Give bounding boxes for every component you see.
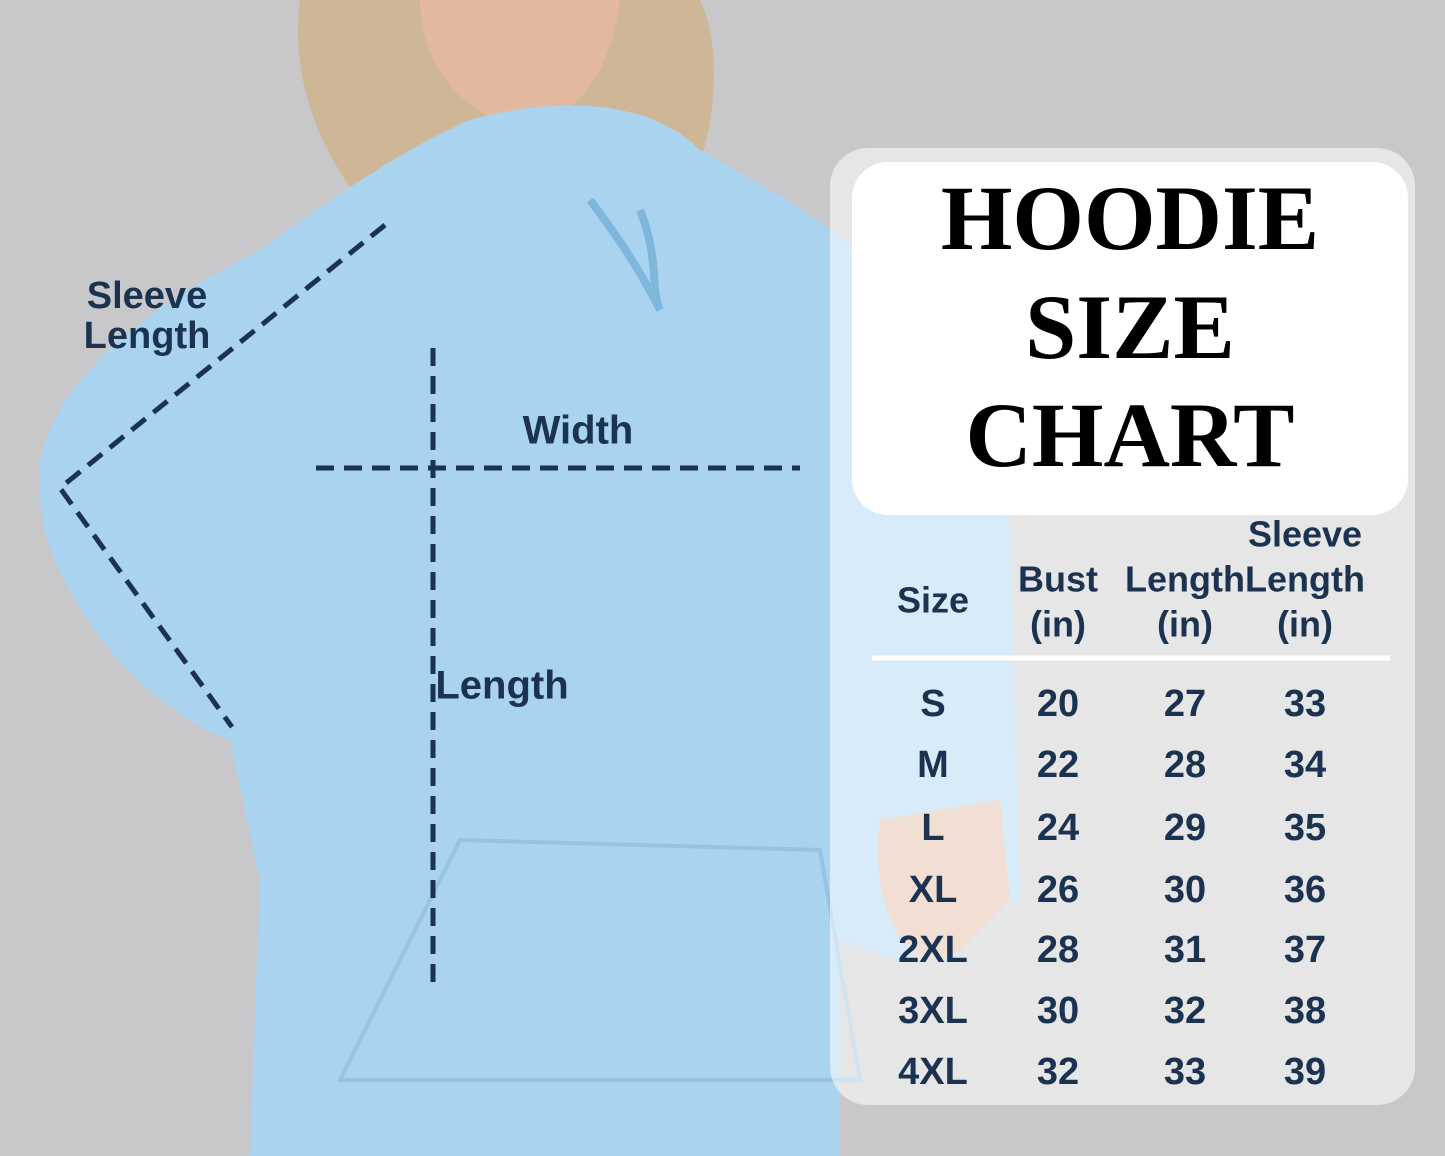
table-header: (in) [1157,604,1213,645]
table-header: Sleeve [1248,514,1362,555]
table-cell: 4XL [898,1051,968,1093]
table-cell: 28 [1164,744,1206,786]
table-cell: 2XL [898,929,968,971]
table-cell: 30 [1164,869,1206,911]
table-cell: 32 [1037,1051,1079,1093]
table-cell: 33 [1284,683,1326,725]
table-cell: 28 [1037,929,1079,971]
title-box [852,162,1408,515]
table-cell: 27 [1164,683,1206,725]
title-line: CHART [965,384,1294,486]
width-label: Width [523,409,634,453]
table-header: Length [1245,559,1365,600]
table-cell: 22 [1037,744,1079,786]
table-header: (in) [1277,604,1333,645]
table-header: (in) [1030,604,1086,645]
table-cell: L [921,807,944,849]
table-cell: M [917,744,949,786]
table-cell: 26 [1037,869,1079,911]
title-line: SIZE [1025,276,1235,378]
table-cell: 33 [1164,1051,1206,1093]
length-label: Length [435,664,568,708]
table-cell: XL [909,869,958,911]
table-cell: 29 [1164,807,1206,849]
table-cell: 37 [1284,929,1326,971]
table-cell: 3XL [898,990,968,1032]
sleeve-label: Length [84,315,211,357]
table-header: Bust [1018,559,1098,600]
face [420,0,620,125]
drawstring [586,197,664,312]
table-cell: 32 [1164,990,1206,1032]
title-line: HOODIE [941,167,1319,269]
table-cell: 35 [1284,807,1326,849]
table-cell: 36 [1284,869,1326,911]
table-cell: 34 [1284,744,1326,786]
table-header: Size [897,580,969,621]
table-cell: 38 [1284,990,1326,1032]
sleeve-label: Sleeve [87,275,207,317]
table-cell: 31 [1164,929,1206,971]
hoodie [39,105,1020,1156]
table-cell: 30 [1037,990,1079,1032]
table-cell: 20 [1037,683,1079,725]
table-cell: S [920,683,945,725]
table-header: Length [1125,559,1245,600]
table-cell: 24 [1037,807,1079,849]
table-cell: 39 [1284,1051,1326,1093]
